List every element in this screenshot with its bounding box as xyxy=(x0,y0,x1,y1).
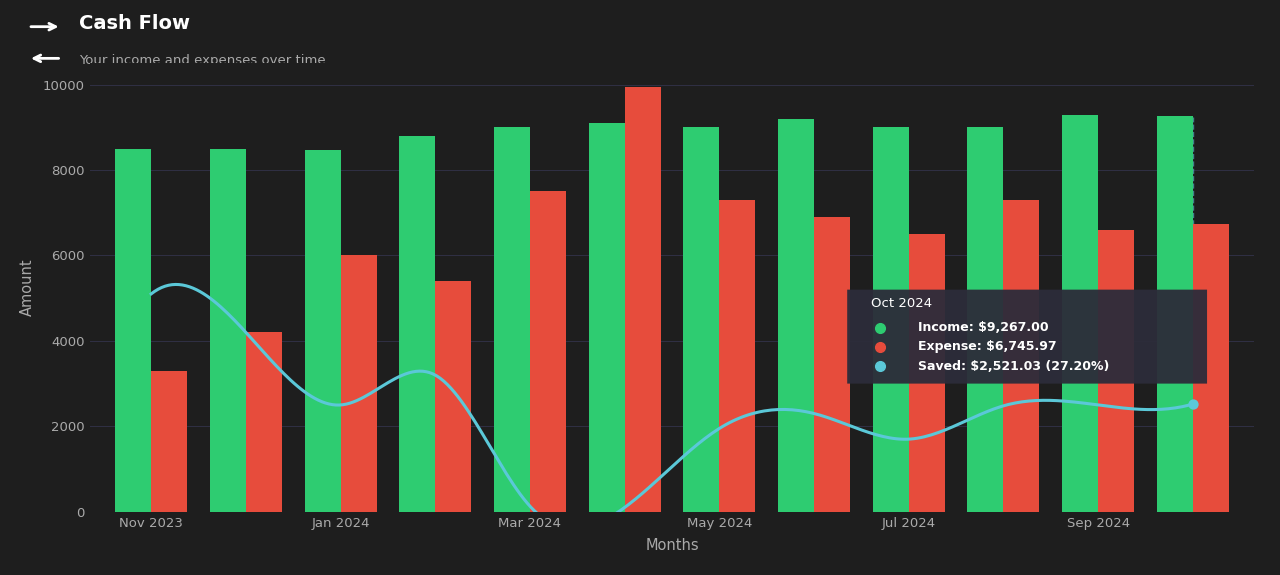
Bar xyxy=(246,332,282,512)
Bar xyxy=(719,200,755,512)
Text: Expense: $6,745.97: Expense: $6,745.97 xyxy=(918,340,1057,354)
Bar xyxy=(909,234,945,512)
Bar xyxy=(778,119,814,512)
Bar xyxy=(1062,114,1098,512)
FancyBboxPatch shape xyxy=(847,290,1207,384)
Bar xyxy=(1098,230,1134,512)
Bar xyxy=(625,87,660,512)
Bar xyxy=(1004,200,1039,512)
Bar xyxy=(530,191,566,512)
Bar xyxy=(873,127,909,512)
Text: Your income and expenses over time: Your income and expenses over time xyxy=(79,53,326,67)
Bar xyxy=(589,123,625,512)
Text: Saved: $2,521.03 (27.20%): Saved: $2,521.03 (27.20%) xyxy=(918,359,1110,373)
X-axis label: Months: Months xyxy=(645,538,699,553)
Y-axis label: Amount: Amount xyxy=(19,259,35,316)
Bar xyxy=(151,371,187,512)
Text: Oct 2024: Oct 2024 xyxy=(870,297,932,311)
Bar xyxy=(968,127,1004,512)
Bar xyxy=(399,136,435,512)
Bar xyxy=(210,149,246,512)
Bar xyxy=(1193,224,1229,512)
Bar xyxy=(684,127,719,512)
Point xyxy=(1183,400,1203,409)
Bar xyxy=(305,150,340,512)
Bar xyxy=(435,281,471,512)
Bar xyxy=(494,127,530,512)
Bar xyxy=(1157,116,1193,512)
Bar xyxy=(340,255,376,512)
Text: Cash Flow: Cash Flow xyxy=(79,14,191,33)
Text: Income: $9,267.00: Income: $9,267.00 xyxy=(918,321,1048,334)
Bar xyxy=(814,217,850,512)
Bar xyxy=(115,149,151,512)
